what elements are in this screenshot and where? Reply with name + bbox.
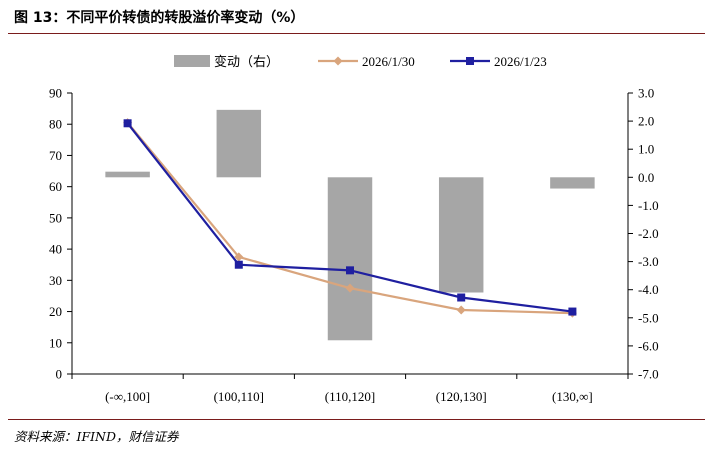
left-tick-label: 10 bbox=[49, 335, 62, 350]
x-tick-label: (100,110] bbox=[214, 389, 264, 404]
series-2026-1-30-point bbox=[234, 252, 244, 262]
left-tick-label: 0 bbox=[56, 367, 63, 382]
legend-swatch-bar bbox=[174, 55, 210, 67]
right-tick-label: -1.0 bbox=[638, 198, 659, 213]
right-tick-label: -2.0 bbox=[638, 226, 659, 241]
left-tick-label: 30 bbox=[49, 273, 62, 288]
left-tick-label: 40 bbox=[49, 242, 62, 257]
left-tick-label: 80 bbox=[49, 117, 62, 132]
right-tick-label: 2.0 bbox=[638, 114, 654, 129]
right-tick-label: -7.0 bbox=[638, 367, 659, 382]
right-tick-label: -6.0 bbox=[638, 338, 659, 353]
x-tick-label: (-∞,100] bbox=[105, 389, 150, 404]
legend-label-2026-1-30: 2026/1/30 bbox=[362, 54, 415, 69]
series-2026-1-23-point bbox=[234, 260, 243, 269]
bar-change bbox=[438, 177, 484, 293]
left-tick-label: 70 bbox=[49, 148, 62, 163]
legend-label-2026-1-23: 2026/1/23 bbox=[494, 54, 547, 69]
figure-title: 图 13：不同平价转债的转股溢价率变动（%） bbox=[14, 10, 305, 26]
left-tick-label: 90 bbox=[49, 86, 62, 101]
right-tick-label: 3.0 bbox=[638, 86, 654, 101]
combo-chart: 0 10 20 30 40 50 60 70 80 90 -7.0 -6.0 -5.0 -4.0 -3.0 -… bbox=[49, 54, 659, 404]
left-tick-label: 50 bbox=[49, 210, 62, 225]
bar-change bbox=[550, 177, 595, 189]
left-tick-label: 60 bbox=[49, 179, 62, 194]
source-divider bbox=[8, 419, 705, 420]
x-tick-label: (110,120] bbox=[325, 389, 375, 404]
bar-change bbox=[105, 171, 150, 178]
right-tick-label: 1.0 bbox=[638, 142, 654, 157]
source-note: 资料来源：IFIND，财信证券 bbox=[14, 429, 179, 444]
x-tick-label: (120,130] bbox=[436, 389, 487, 404]
title-divider bbox=[8, 33, 705, 34]
bar-change bbox=[216, 109, 262, 178]
series-2026-1-30-point bbox=[345, 283, 355, 293]
series-2026-1-30-point bbox=[456, 305, 466, 315]
chart-area: 0 10 20 30 40 50 60 70 80 90 -7.0 -6.0 -5.0 -4.0 -3.0 -… bbox=[0, 36, 713, 416]
right-tick-label: -4.0 bbox=[638, 282, 659, 297]
legend-marker-2026-1-23 bbox=[466, 57, 474, 65]
left-tick-label: 20 bbox=[49, 304, 62, 319]
right-tick-label: -3.0 bbox=[638, 254, 659, 269]
legend-label-bar: 变动（右） bbox=[214, 54, 279, 69]
right-tick-label: 0.0 bbox=[638, 170, 654, 185]
series-2026-1-23-point bbox=[457, 293, 466, 302]
right-tick-label: -5.0 bbox=[638, 310, 659, 325]
x-tick-label: (130,∞] bbox=[552, 389, 593, 404]
figure-title-bar: 图 13：不同平价转债的转股溢价率变动（%） bbox=[0, 0, 713, 30]
bar-change bbox=[327, 177, 373, 341]
series-2026-1-23-point bbox=[346, 266, 354, 275]
series-2026-1-23-point bbox=[123, 119, 132, 128]
legend-marker-2026-1-30 bbox=[333, 56, 343, 66]
series-2026-1-23-point bbox=[568, 307, 577, 316]
